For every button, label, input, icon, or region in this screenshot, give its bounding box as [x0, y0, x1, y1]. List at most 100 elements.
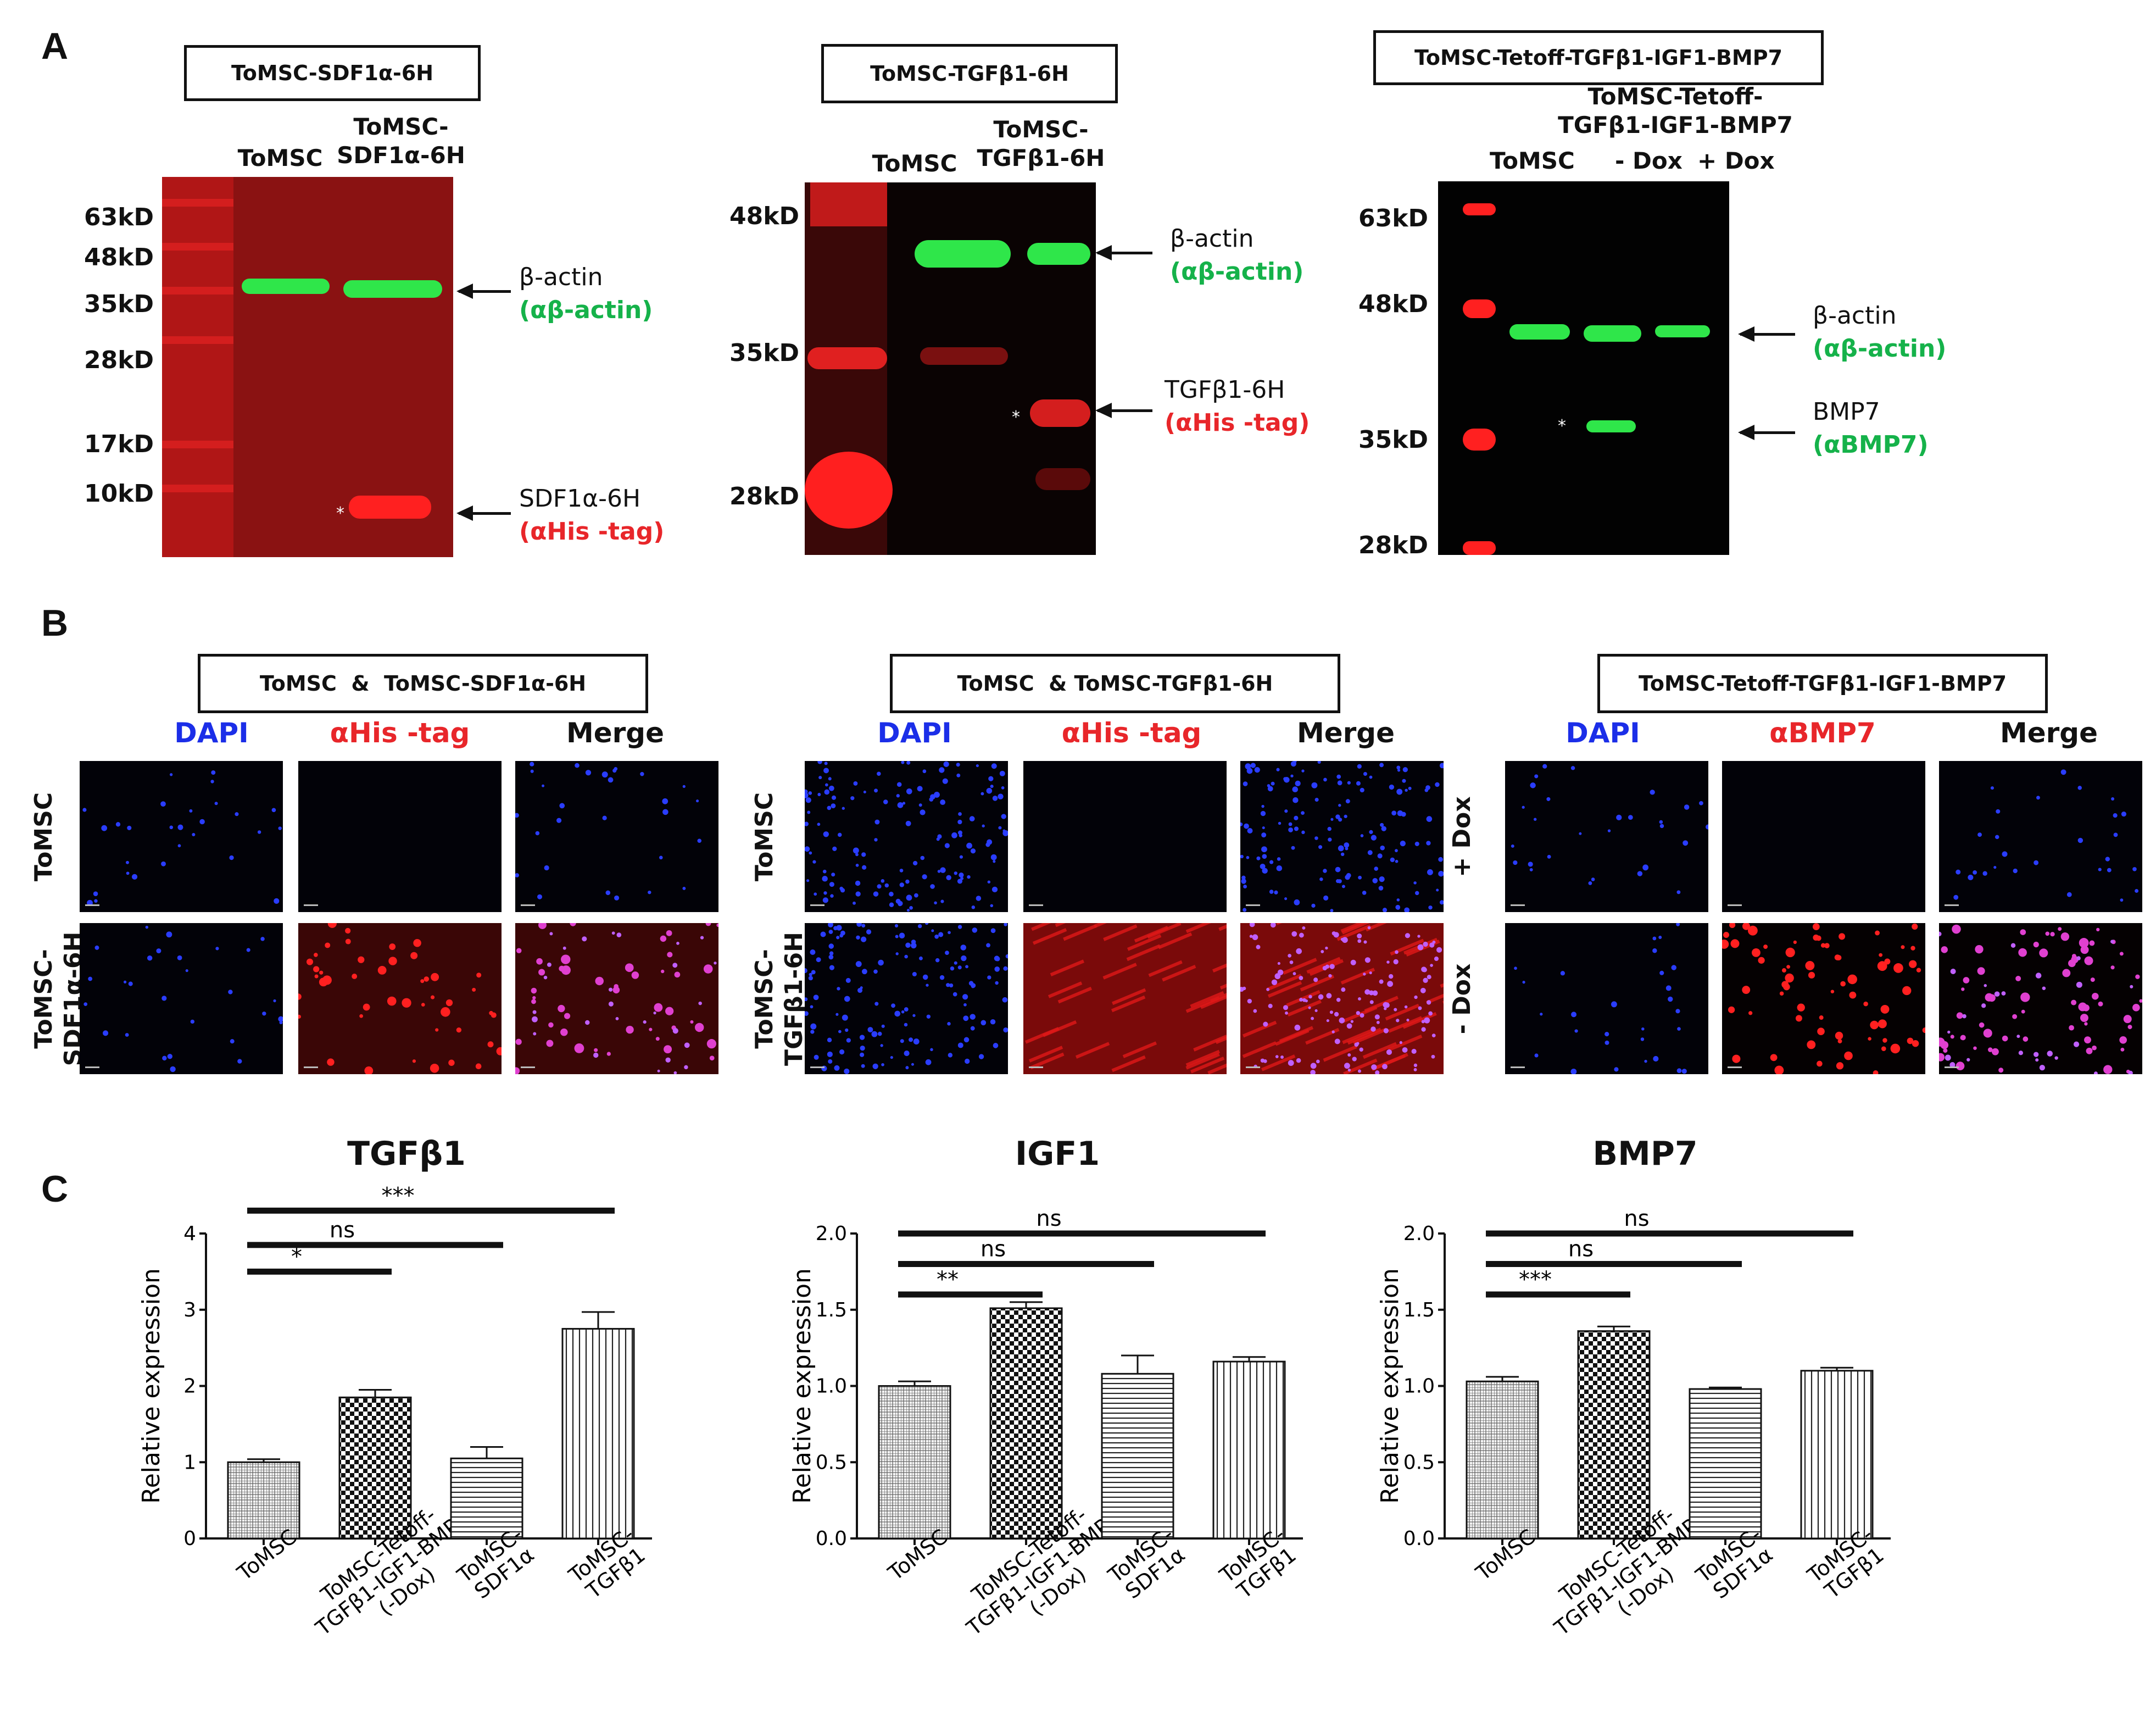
micrograph-dapi [1505, 761, 1708, 912]
immuno3-title-box: ToMSC-Tetoff-TGFβ1-IGF1-BMP7 [1597, 654, 2048, 713]
blot3-title-box: ToMSC-Tetoff-TGFβ1-IGF1-BMP7 [1373, 30, 1824, 85]
bar [1800, 1370, 1874, 1540]
annotation-label: β-actin [1170, 225, 1254, 253]
micrograph-signal [1722, 923, 1925, 1074]
bar [450, 1457, 523, 1540]
panel-letter-a: A [41, 25, 69, 67]
significance-label: *** [382, 1183, 415, 1208]
micrograph-signal [1722, 761, 1925, 912]
blot2-arrow-actin [1095, 245, 1152, 260]
mw-marker: 28kD [1358, 531, 1428, 559]
column-header: αBMP7 [1769, 717, 1876, 749]
mw-marker: 35kD [729, 339, 799, 367]
y-tick-label: 0.5 [816, 1451, 847, 1474]
micrograph-dapi [1505, 923, 1708, 1074]
blot3-arrow-actin [1738, 326, 1795, 342]
micrograph-merge [1939, 923, 2142, 1074]
annotation-label: β-actin [1813, 302, 1897, 330]
blot3-arrow-band [1738, 425, 1795, 440]
column-header: DAPI [174, 717, 249, 749]
annotation-label: SDF1α-6H [519, 485, 641, 513]
blot2-arrow-band [1095, 403, 1152, 418]
y-axis-label: Relative expression [1376, 1268, 1404, 1504]
micrograph-merge [515, 761, 718, 912]
row-header: + Dox [1448, 796, 1476, 877]
blot2-annotation-band: TGFβ1-6H (αHis -tag) [1165, 374, 1310, 440]
y-tick-label: 1.0 [816, 1375, 847, 1398]
blot3-image [1438, 181, 1729, 555]
micrograph-signal [298, 923, 502, 1074]
bar [1212, 1360, 1286, 1540]
mw-marker: 63kD [1358, 204, 1428, 232]
blot1-lane-label: ToMSC [237, 145, 323, 171]
panel-letter-c: C [41, 1168, 69, 1210]
row-header: ToMSC- TGFβ1-6H [750, 931, 808, 1066]
asterisk: * [336, 504, 344, 523]
y-tick-label: 0 [183, 1527, 196, 1550]
micrograph-dapi [805, 761, 1008, 912]
column-header: Merge [566, 717, 665, 749]
mw-marker: 28kD [83, 346, 154, 374]
column-header: αHis -tag [1061, 717, 1202, 749]
bar [1101, 1373, 1174, 1540]
micrograph-merge [1939, 761, 2142, 912]
blot1-arrow-band [456, 505, 511, 521]
blot3-lane-label: ToMSC [1490, 147, 1575, 174]
bar [1689, 1388, 1762, 1540]
mw-marker: 28kD [729, 482, 799, 510]
blot3-lane-label: - Dox [1615, 147, 1683, 174]
significance-label: ns [1568, 1237, 1594, 1262]
column-header: Merge [1296, 717, 1395, 749]
significance-label: * [291, 1244, 302, 1269]
blot1-annotation-band: SDF1α-6H (αHis -tag) [519, 482, 664, 548]
annotation-antibody: (αHis -tag) [519, 518, 665, 546]
annotation-label: TGFβ1-6H [1165, 376, 1285, 404]
micrograph-signal [1023, 923, 1227, 1074]
blot3-annotation-band: BMP7 (αBMP7) [1813, 396, 1929, 462]
row-header: ToMSC [750, 792, 778, 881]
blot2-lane-label: ToMSC- TGFβ1-6H [977, 116, 1105, 171]
blot1-image [162, 177, 453, 557]
mw-marker: 35kD [83, 290, 154, 318]
mw-marker: 35kD [1358, 426, 1428, 454]
y-tick-label: 2 [183, 1375, 196, 1398]
immuno1-title-box: ToMSC & ToMSC-SDF1α-6H [198, 654, 648, 713]
blot1-title-box: ToMSC-SDF1α-6H [184, 45, 481, 101]
significance-label: ns [980, 1237, 1006, 1262]
bar [1577, 1330, 1651, 1540]
significance-label: *** [1519, 1267, 1552, 1292]
annotation-antibody: (αβ-actin) [519, 296, 653, 324]
micrograph-dapi [80, 923, 283, 1074]
micrograph-merge [1240, 761, 1444, 912]
blot2-title-box: ToMSC-TGFβ1-6H [821, 44, 1118, 103]
micrograph-dapi [80, 761, 283, 912]
significance-label: ns [330, 1218, 355, 1243]
micrograph-merge [515, 923, 718, 1074]
y-tick-label: 2.0 [816, 1223, 847, 1245]
mw-marker: 48kD [1358, 290, 1428, 318]
mw-marker: 63kD [83, 203, 154, 231]
annotation-antibody: (αβ-actin) [1170, 258, 1304, 286]
immuno2-title-box: ToMSC & ToMSC-TGFβ1-6H [890, 654, 1340, 713]
y-axis-label: Relative expression [137, 1268, 165, 1504]
micrograph-signal [1023, 761, 1227, 912]
column-header: DAPI [1566, 717, 1640, 749]
blot3-annotation-actin: β-actin (αβ-actin) [1813, 299, 1946, 365]
y-tick-label: 1.5 [816, 1299, 847, 1321]
y-tick-label: 3 [183, 1299, 196, 1321]
blot3-group-label: ToMSC-Tetoff- TGFβ1-IGF1-BMP7 [1558, 83, 1793, 138]
significance-label: ns [1624, 1206, 1649, 1231]
mw-marker: 48kD [729, 202, 799, 230]
bar [1466, 1380, 1539, 1540]
chart-title: IGF1 [1015, 1135, 1100, 1173]
blot3-lane-label: + Dox [1697, 147, 1775, 174]
blot1-lane-label: ToMSC- SDF1α-6H [337, 113, 465, 169]
y-axis-label: Relative expression [788, 1268, 816, 1504]
y-tick-label: 2.0 [1403, 1223, 1435, 1245]
micrograph-signal [298, 761, 502, 912]
chart-title: BMP7 [1592, 1135, 1698, 1173]
annotation-antibody: (αβ-actin) [1813, 335, 1947, 363]
